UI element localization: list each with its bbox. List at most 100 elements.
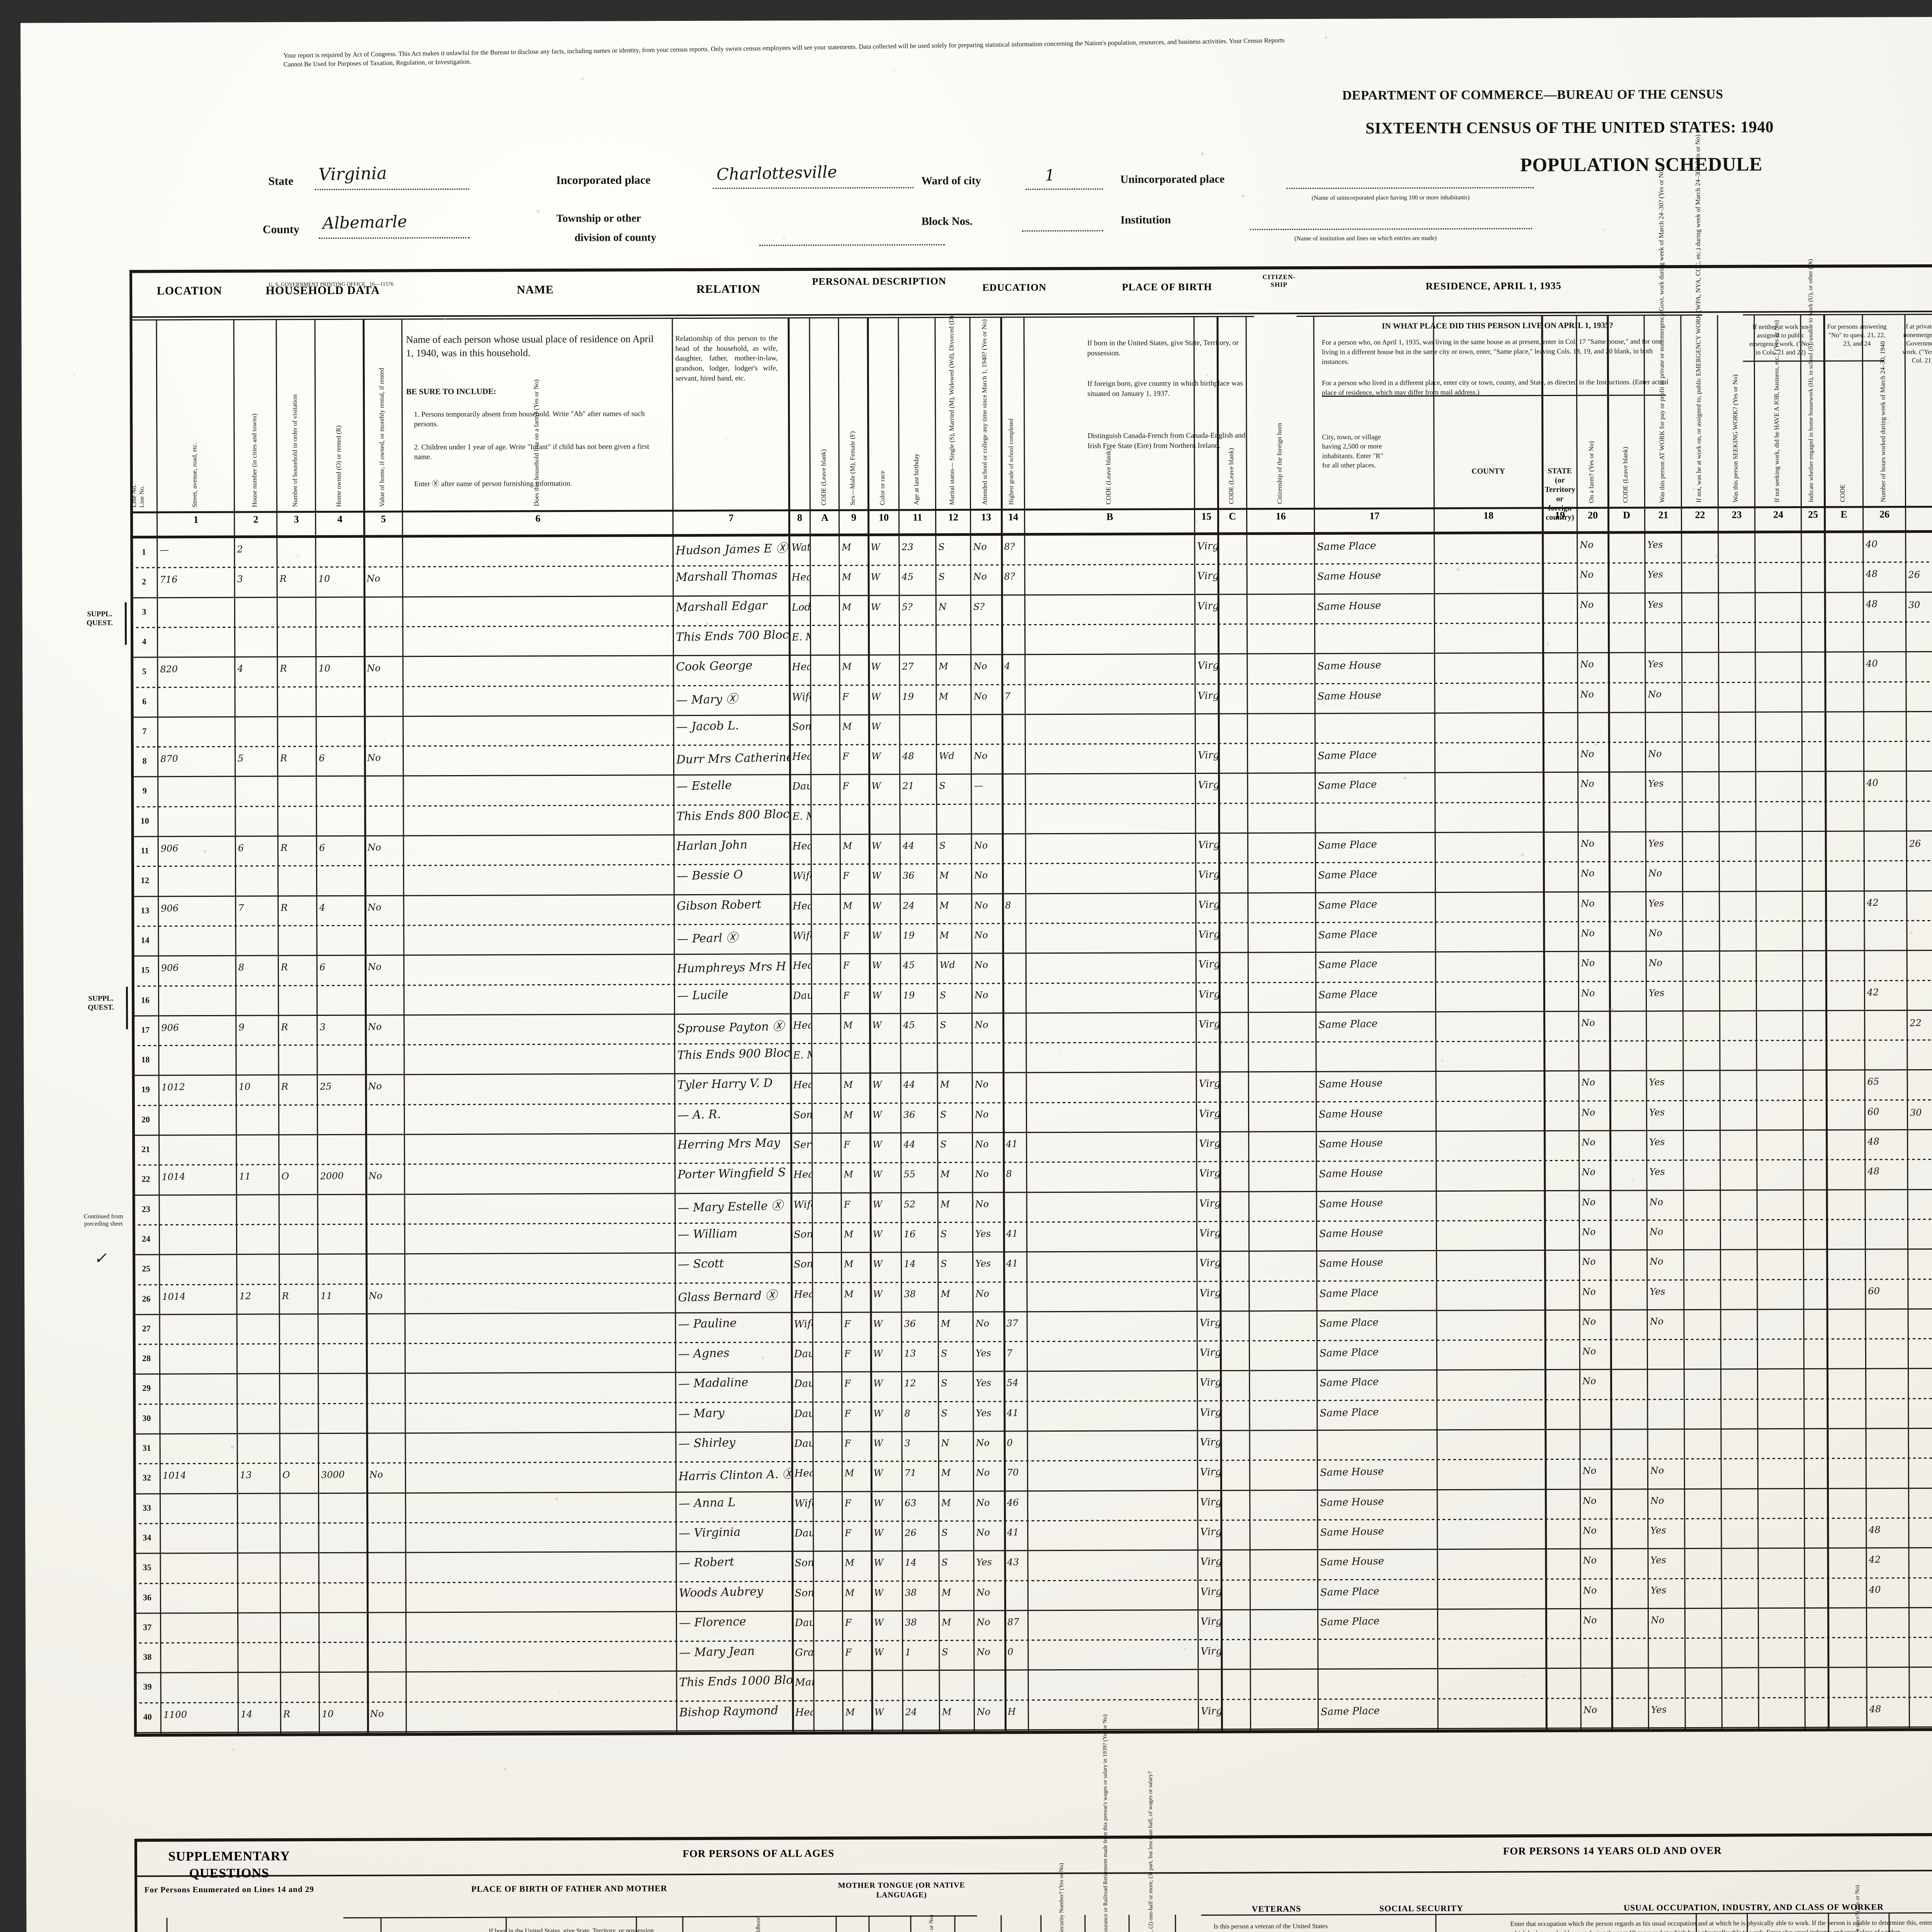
column-caption-21: Was this person AT WORK for pay or profi… [1658,323,1666,503]
cell-res: Same House [1320,1495,1437,1509]
cell-grade: 7 [1007,1347,1027,1359]
row-rule [131,888,1932,897]
cell-race: W [871,720,899,732]
row-line-number-left: 29 [133,1383,160,1393]
supp-column-caption-44: If so, were deductions made from (1) all… [1148,1922,1155,1932]
row-rule [131,589,1932,598]
cell-birth: Virginia [1201,1616,1221,1628]
row-rule-dotted [133,1216,1932,1225]
cell-street: 1014 [162,1289,236,1302]
cell-w21: No [1650,1464,1684,1476]
cell-age: 24 [905,1706,939,1718]
cell-relation: Head [792,751,811,763]
cell-relation: Wife [793,870,811,882]
cell-street: 716 [160,573,234,585]
cell-birth: Virginia [1200,1526,1221,1538]
cell-w21: No [1648,927,1682,939]
supp-group-14-over: FOR PERSONS 14 YEARS OLD AND OVER [1201,1844,1932,1858]
column-caption-10: Color or race [878,325,886,505]
row-rule-dotted [133,1455,1932,1464]
row-line-number-left: 23 [133,1204,160,1214]
column-number-1: 1 [157,514,235,526]
cell-marital: M [942,1586,974,1598]
cell-value: No [369,1289,405,1301]
incorporated-place-value: Charlottesville [716,162,837,184]
column-caption-12: Marital status— Single (S), Married (M),… [948,325,956,505]
row-line-number-left: 40 [134,1712,161,1722]
cell-relation: E. Market & Begins 1000 E. Market [793,1049,811,1061]
cell-school: No [974,840,1002,851]
supp-pob-note: If born in the United States, give State… [351,1925,792,1932]
supp-column-divider-38 [836,1916,837,1932]
cell-own: 6 [319,752,364,764]
cell-res: Same Place [1319,1286,1436,1300]
cell-sex: M [844,1258,870,1269]
column-divider-26 [1904,315,1910,1728]
cell-marital: S [940,1228,973,1240]
cell-birth: Virginia [1199,1138,1219,1150]
cell-school: No [975,1198,1003,1209]
cell-sex: M [843,1079,869,1090]
cell-sex: M [842,601,868,612]
cell-age: 24 [903,900,937,911]
cell-w21: No [1650,1226,1684,1237]
cell-birth: Virginia [1198,929,1219,940]
cell-farm35: No [1582,1196,1610,1208]
cell-age: 45 [903,959,937,971]
cell-race: W [873,1437,901,1449]
col17-instruction: City, town, or village having 2,500 or m… [1322,432,1389,470]
cell-relation: Daughter [794,1527,813,1539]
cell-value: No [368,1170,404,1182]
side-bracket-1 [125,602,127,645]
side-bracket-2 [126,987,128,1029]
cell-marital: S [940,1138,972,1150]
cell-race: W [872,1198,901,1210]
cell-marital: N [939,601,971,612]
cell-name: Woods Aubrey [679,1584,792,1600]
cell-birth: Virginia [1200,1466,1221,1478]
township-label-1: Township or other [556,212,641,225]
row-rule [133,1306,1932,1315]
row-rule-dotted [132,1156,1932,1166]
cell-res: Same Place [1320,1614,1437,1628]
supp-column-caption-I: CODE (Leave blank) [1017,1923,1024,1932]
column-number-15: 15 [1195,511,1218,522]
row-line-number-left: 34 [133,1532,160,1543]
cell-house: 3 [237,573,277,585]
column-caption-16: Citizenship of the foreign born [1275,324,1283,504]
cell-age: 38 [904,1288,938,1299]
cell-race: W [871,541,899,553]
supplementary-questions-section: SUPPLEMENTARY QUESTIONS For Persons Enum… [134,1831,1932,1932]
row-rule [131,708,1932,718]
cell-dur: 26 [1909,835,1932,849]
cell-name: Bishop Raymond [679,1703,792,1719]
cell-street: 1012 [161,1080,236,1093]
cell-relation: Son [792,721,810,733]
cell-race: W [872,1079,900,1090]
cell-value: No [366,573,402,584]
supp-column-divider-39 [910,1915,912,1932]
cell-age: 12 [904,1378,938,1389]
column-caption-line: Line No. [138,328,146,507]
column-caption-E: CODE [1838,323,1847,502]
cell-birth: Virginia [1198,899,1219,911]
cell-relation: Wife [793,930,811,942]
supp-sub-social-security: SOCIAL SECURITY [1352,1903,1491,1914]
cell-house: 5 [238,752,277,764]
column-divider-18 [1541,316,1547,1729]
row-rule [132,1127,1932,1136]
supp-subtitle: For Persons Enumerated on Lines 14 and 2… [138,1884,320,1895]
column-number-D: D [1608,509,1645,521]
cell-age: 1 [905,1646,939,1658]
cell-race: W [871,601,899,612]
department-title: DEPARTMENT OF COMMERCE—BUREAU OF THE CEN… [1342,87,1723,103]
cell-name: Humphreys Mrs H M Ⓧ [677,957,790,976]
cell-hrs: 40 [1869,1583,1909,1595]
cell-w21: Yes [1648,837,1682,849]
row-rule [133,1425,1932,1435]
cell-w21: No [1651,1614,1685,1626]
cell-school: No [974,959,1002,971]
column-caption-13: Attended school or college any time sinc… [981,325,989,505]
row-line-number-left: 17 [132,1025,159,1035]
cell-sex: M [843,1019,869,1031]
